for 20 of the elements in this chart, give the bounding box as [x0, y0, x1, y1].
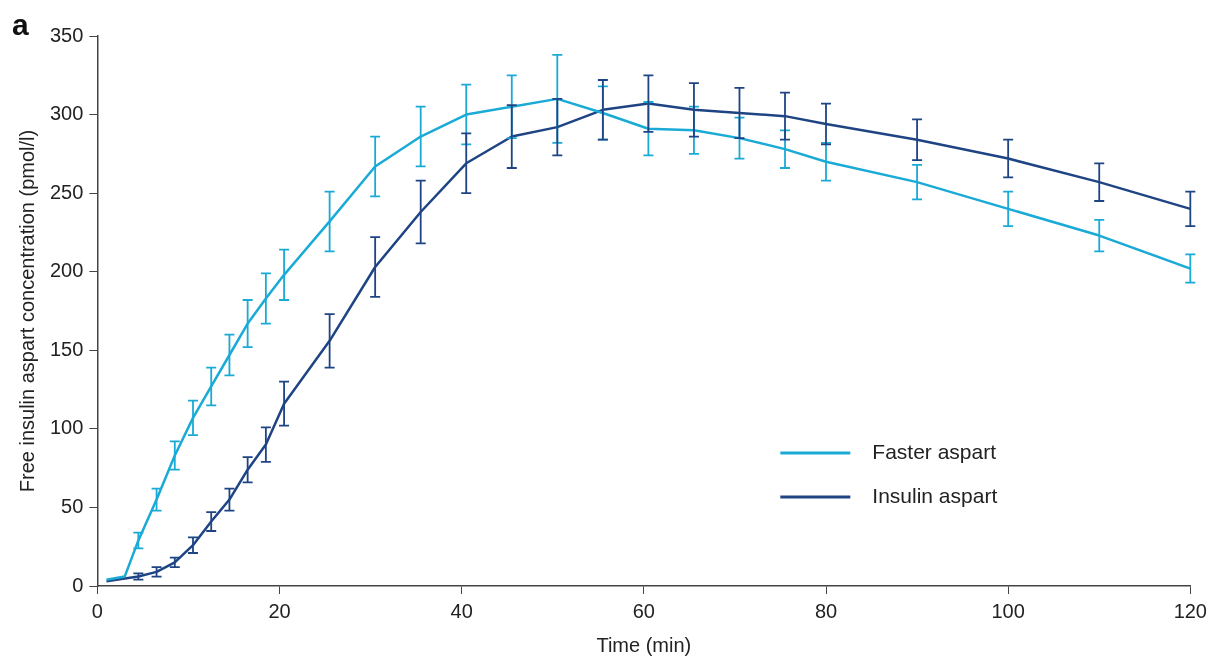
y-tick-label: 0 — [72, 573, 84, 596]
y-tick-label: 150 — [49, 337, 84, 360]
y-tick-label: 300 — [49, 102, 84, 125]
text: a — [12, 8, 29, 42]
y-axis-title: Free insulin aspart concentration (pmol/l) — [15, 129, 38, 493]
x-tick-label: 20 — [268, 599, 291, 622]
x-tick-label: 40 — [450, 599, 473, 622]
x-tick-label: 120 — [1173, 599, 1207, 622]
x-tick-label: 0 — [91, 599, 103, 622]
x-tick-label: 80 — [814, 599, 838, 622]
y-tick-label: 50 — [61, 494, 84, 517]
y-tick-label: 250 — [49, 180, 84, 203]
y-tick-label: 350 — [49, 23, 84, 46]
legend-label: Faster aspart — [872, 439, 997, 463]
y-tick-label: 200 — [49, 259, 84, 282]
legend-label: Insulin aspart — [872, 483, 998, 507]
y-tick-label: 100 — [49, 416, 84, 439]
x-axis-title: Time (min) — [596, 633, 692, 656]
x-tick-label: 60 — [632, 599, 655, 622]
x-tick-label: 100 — [991, 599, 1025, 622]
